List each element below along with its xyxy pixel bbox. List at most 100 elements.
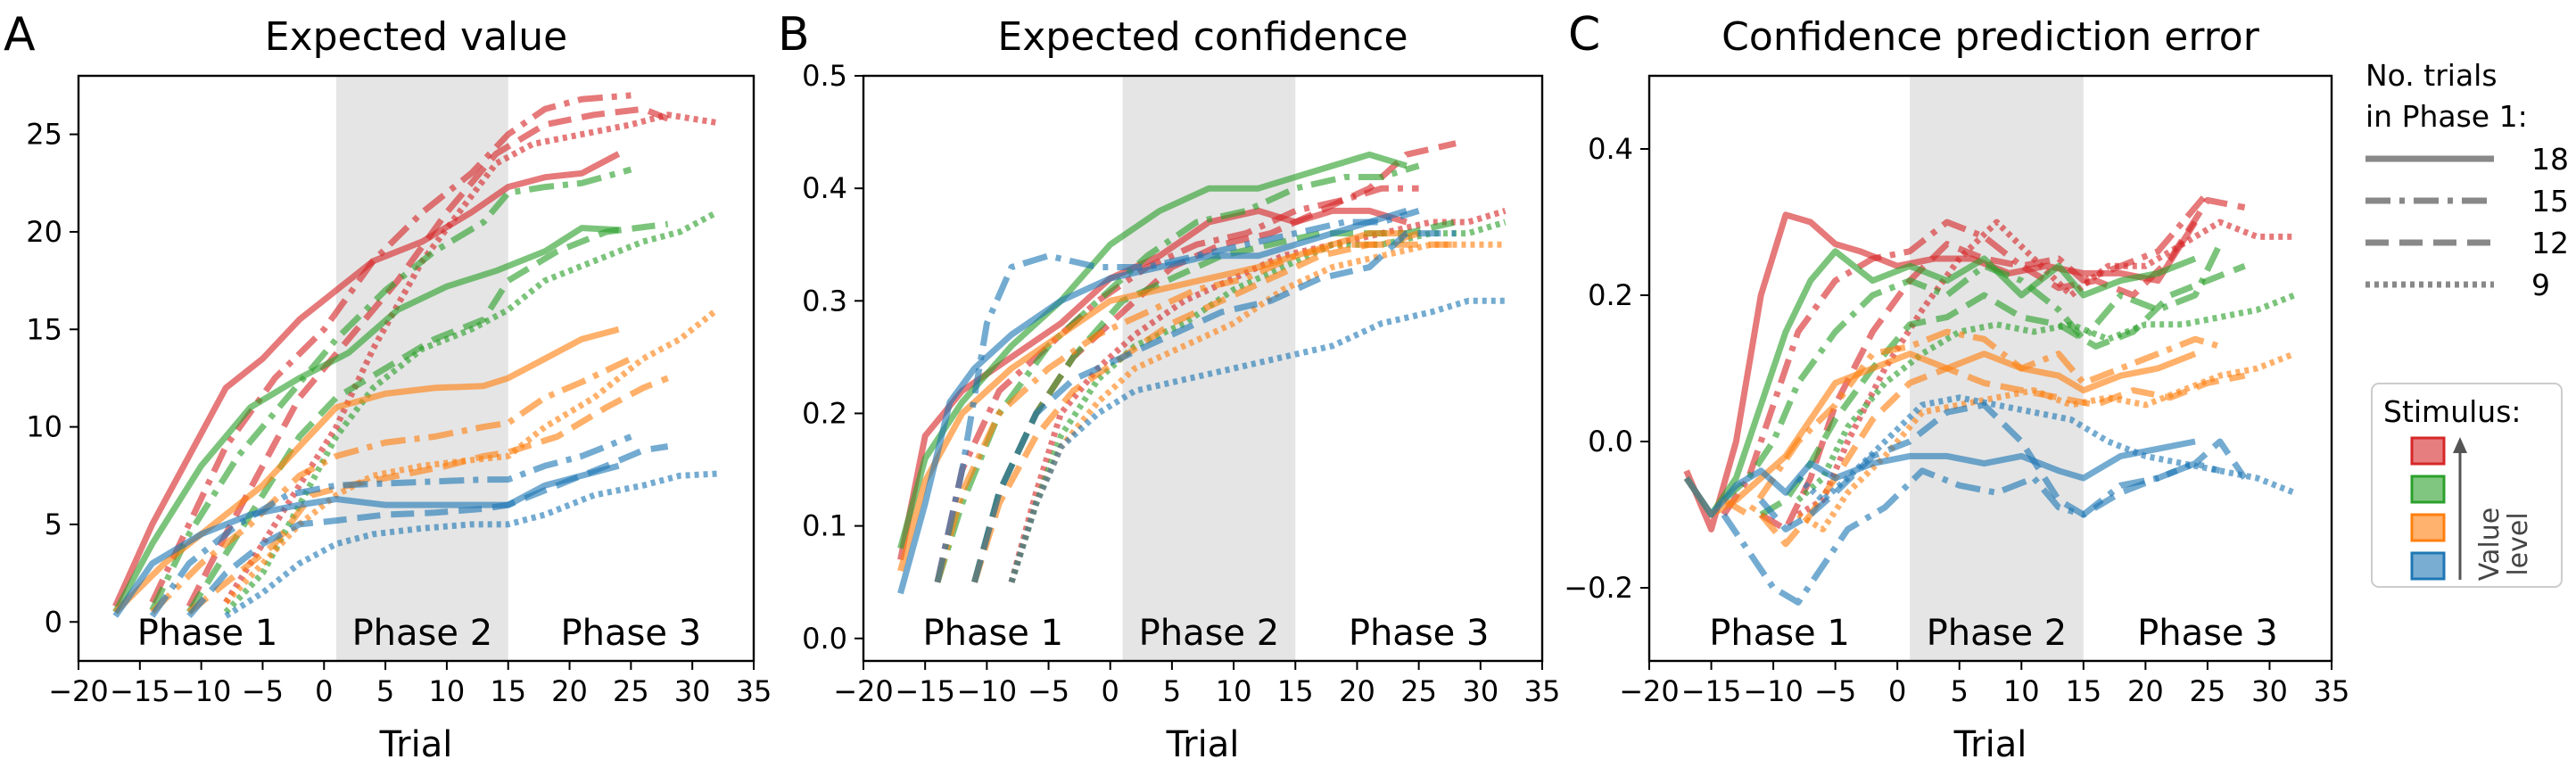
x-tick-label: 0	[1888, 674, 1906, 708]
y-tick-label: 0.1	[802, 509, 847, 543]
phase-label-3: Phase 3	[1349, 613, 1490, 654]
stimulus-swatch-red	[2410, 436, 2446, 466]
panel-expected-confidence: Expected confidence −20 −15 −10 −5 0 5 10 15 20 25…	[802, 14, 1560, 765]
series-line-blue-dashdot	[934, 208, 1420, 583]
y-tick-label: 25	[26, 118, 62, 152]
series-line-orange-dashdot	[150, 355, 632, 615]
x-tick-label: 30	[2251, 674, 2288, 708]
chart-title: Expected value	[265, 14, 567, 60]
series-line-red-solid	[1683, 211, 2198, 532]
panel-letter-c: C	[1568, 8, 1600, 62]
series-line-red-dashdot	[1721, 190, 2210, 516]
legend-trials-label: 9	[2531, 268, 2550, 302]
x-tick-label: −5	[1814, 674, 1856, 708]
panel-confidence-prediction-error: Confidence prediction error −20 −15 −10 −5 0 5…	[1564, 14, 2349, 765]
chart-title: Expected confidence	[997, 14, 1408, 60]
x-tick-label: 20	[1339, 674, 1375, 708]
legend-trials-label: 15	[2531, 184, 2569, 219]
phase-label-3: Phase 3	[561, 613, 702, 654]
legend-trials-label: 12	[2531, 226, 2569, 260]
phase-label-2: Phase 2	[1139, 613, 1280, 654]
y-tick-label: 0.4	[1588, 132, 1633, 166]
x-tick-label: 15	[490, 674, 526, 708]
series-line-blue-dotted	[1796, 394, 2296, 504]
x-tick-label: 10	[1216, 674, 1252, 708]
series-line-orange-dashed	[971, 241, 1457, 583]
legend-trials-label: 18	[2531, 142, 2569, 177]
legend-trials-title-1: No. trials	[2365, 58, 2498, 93]
chart-title: Confidence prediction error	[1721, 14, 2260, 60]
series-line-red-dotted	[1796, 219, 2295, 518]
series-line-blue-dashed	[1758, 401, 2248, 532]
x-axis-label: Trial	[1953, 724, 2027, 765]
x-tick-label: 5	[376, 674, 394, 708]
plot-frame	[77, 74, 755, 663]
series-line-blue-dashdot	[1721, 460, 2221, 606]
value-level-arrowhead	[2453, 437, 2467, 453]
series-line-orange-dotted	[1796, 351, 2296, 532]
series-line-blue-solid	[1683, 438, 2196, 518]
x-tick-label: 25	[613, 674, 649, 708]
phase2-shade	[1122, 76, 1296, 661]
series-line-green-solid	[1683, 248, 2197, 518]
series-line-green-dashed	[1759, 262, 2246, 518]
phase-label-2: Phase 2	[1927, 613, 2068, 654]
series-line-red-solid	[112, 151, 621, 608]
series-line-orange-dashdot	[1721, 328, 2221, 518]
x-tick-label: 30	[1462, 674, 1499, 708]
legend-trials-title-2: in Phase 1:	[2365, 99, 2528, 134]
x-tick-label: 10	[2003, 674, 2040, 708]
series-line-orange-dashed	[1758, 365, 2246, 548]
y-tick-label: −0.2	[1564, 571, 1633, 605]
y-tick-label: 15	[26, 312, 62, 346]
phase-label-2: Phase 2	[352, 613, 493, 654]
x-tick-label: −20	[1619, 674, 1680, 708]
series-line-green-solid	[897, 151, 1408, 549]
y-tick-label: 0.2	[802, 396, 847, 430]
x-tick-label: 35	[736, 674, 772, 708]
x-tick-label: −10	[957, 674, 1018, 708]
series-line-red-dashed	[186, 105, 669, 608]
y-tick-label: 0.4	[802, 171, 847, 205]
x-tick-label: 15	[2065, 674, 2101, 708]
stimulus-swatch-blue	[2410, 551, 2446, 581]
x-tick-label: 10	[429, 674, 466, 708]
y-tick-label: 20	[26, 215, 62, 249]
phase-label-1: Phase 1	[137, 613, 278, 654]
stimulus-swatch-orange	[2410, 513, 2446, 542]
series-line-green-dashdot	[149, 166, 632, 612]
x-tick-label: −10	[1743, 674, 1804, 708]
y-tick-label: 0.0	[802, 622, 847, 656]
panel-letter-a: A	[4, 8, 36, 62]
x-tick-label: 5	[1163, 674, 1181, 708]
x-tick-label: 0	[315, 674, 333, 708]
y-tick-label: 5	[45, 508, 62, 541]
series-line-green-dashed	[186, 220, 669, 615]
panel-letter-b: B	[778, 8, 810, 62]
x-tick-label: 30	[674, 674, 711, 708]
series-line-green-dotted	[1796, 292, 2296, 503]
x-tick-label: 15	[1277, 674, 1314, 708]
phase-label-1: Phase 1	[922, 613, 1063, 654]
x-tick-label: 20	[551, 674, 588, 708]
series-line-orange-solid	[897, 230, 1407, 573]
phase2-shade	[1910, 76, 2084, 661]
series-line-green-dotted	[223, 210, 719, 615]
series-line-orange-dashdot	[934, 230, 1420, 583]
x-tick-label: −15	[1681, 674, 1742, 708]
x-tick-label: −5	[1028, 674, 1069, 708]
x-axis-label: Trial	[379, 724, 453, 765]
series-line-green-dotted	[1008, 219, 1507, 583]
stimulus-title: Stimulus:	[2383, 394, 2522, 429]
y-tick-label: 0.0	[1588, 425, 1633, 458]
x-tick-label: 35	[2314, 674, 2350, 708]
x-axis-label: Trial	[1166, 724, 1240, 765]
value-level-label-2: level	[2503, 512, 2534, 575]
x-tick-label: −15	[110, 674, 170, 708]
x-tick-label: 0	[1102, 674, 1119, 708]
y-tick-label: 0.2	[1588, 278, 1633, 312]
x-tick-label: 5	[1951, 674, 1969, 708]
x-tick-label: 25	[2190, 674, 2226, 708]
y-tick-label: 0	[45, 605, 62, 639]
